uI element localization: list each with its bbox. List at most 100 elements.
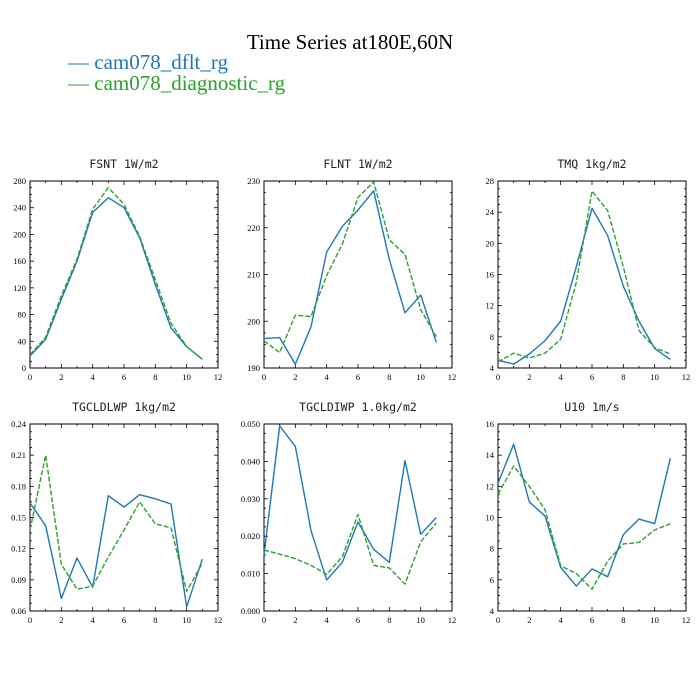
x-tick-label: 2 [527,615,531,625]
y-tick-label: 40 [18,336,27,346]
y-tick-label: 0.12 [11,544,26,554]
y-tick-label: 0.020 [241,531,260,541]
x-tick-label: 6 [590,615,594,625]
series-line-diagnostic [497,465,671,590]
y-tick-label: 10 [486,513,495,523]
panel-title: FLNT 1W/m2 [323,157,392,171]
x-tick-label: 2 [293,615,297,625]
panel-title: FSNT 1W/m2 [89,157,158,171]
series-line-dflt [29,493,203,608]
x-tick-label: 12 [214,372,223,382]
x-tick-label: 0 [28,615,32,625]
y-tick-label: 12 [486,481,495,491]
panel-4: TGCLDLWP 1kg/m2 0 2 4 6 8 10 12 0.06 0.09 0.12 0.15… [11,400,222,625]
y-tick-label: 200 [13,229,26,239]
panel-title: TGCLDLWP 1kg/m2 [72,400,176,414]
figure-title: Time Series at180E,60N [247,30,453,54]
series-line-dflt [263,190,437,365]
y-tick-label: 0 [22,363,26,373]
x-tick-label: 12 [448,615,457,625]
y-tick-label: 28 [486,176,495,186]
x-tick-label: 2 [59,372,63,382]
x-tick-label: 0 [262,615,266,625]
y-tick-label: 0.040 [241,456,260,466]
y-tick-label: 190 [247,363,260,373]
y-tick-label: 210 [247,270,260,280]
x-tick-label: 8 [621,372,625,382]
x-tick-label: 8 [153,615,157,625]
x-tick-label: 4 [91,615,96,625]
x-tick-label: 6 [356,615,360,625]
x-tick-label: 4 [325,615,330,625]
x-tick-label: 2 [59,615,63,625]
x-tick-label: 12 [448,372,457,382]
y-tick-label: 0.21 [11,450,26,460]
x-tick-label: 4 [559,615,564,625]
panel-title: U10 1m/s [564,400,619,414]
x-tick-label: 10 [182,372,191,382]
x-tick-label: 8 [153,372,157,382]
x-tick-label: 12 [214,615,223,625]
y-tick-label: 8 [490,544,494,554]
y-tick-label: 4 [490,606,495,616]
x-tick-label: 8 [387,615,391,625]
y-tick-label: 0.24 [11,419,27,429]
x-tick-label: 0 [262,372,266,382]
panel-5: TGCLDIWP 1.0kg/m2 0 2 4 6 8 10 12 0.000 0.010 0.02… [241,400,456,625]
series-line-diagnostic [263,513,437,585]
x-tick-label: 0 [28,372,32,382]
series-line-diagnostic [29,186,203,360]
x-tick-label: 10 [650,615,659,625]
series-line-dflt [497,443,672,587]
series-line-diagnostic [497,190,671,363]
y-tick-label: 20 [486,238,495,248]
y-tick-label: 14 [486,450,495,460]
y-tick-label: 220 [247,223,260,233]
x-tick-label: 4 [325,372,330,382]
y-tick-label: 8 [490,332,494,342]
y-tick-label: 160 [13,256,26,266]
panel-6: U10 1m/s 0 2 4 6 8 10 12 4 6 8 10 12 14 16 [486,400,691,625]
x-tick-label: 6 [122,615,126,625]
x-tick-label: 8 [387,372,391,382]
x-tick-label: 6 [590,372,594,382]
y-tick-label: 0.15 [11,513,26,523]
y-tick-label: 24 [486,207,495,217]
series-line-dflt [263,425,437,581]
y-tick-label: 0.18 [11,481,26,491]
y-tick-label: 0.09 [11,575,26,585]
y-tick-label: 0.06 [11,606,26,616]
y-tick-label: 230 [247,176,260,186]
legend-entry-dflt: — cam078_dflt_rg [67,50,229,74]
x-tick-label: 2 [293,372,297,382]
y-tick-label: 280 [13,176,26,186]
y-tick-label: 200 [247,316,260,326]
y-tick-label: 0.010 [241,569,260,579]
y-tick-label: 80 [18,310,27,320]
x-tick-label: 12 [682,372,691,382]
panel-title: TGCLDIWP 1.0kg/m2 [299,400,417,414]
x-tick-label: 12 [682,615,691,625]
y-tick-label: 0.050 [241,419,260,429]
legend-entry-diagnostic: — cam078_diagnostic_rg [67,71,286,95]
y-tick-label: 4 [490,363,495,373]
x-tick-label: 10 [650,372,659,382]
y-tick-label: 0.000 [241,606,260,616]
y-tick-label: 6 [490,575,494,585]
x-tick-label: 10 [182,615,191,625]
panel-title: TMQ 1kg/m2 [557,157,626,171]
series-line-diagnostic [263,181,437,354]
series-line-dflt [29,196,203,360]
series-line-diagnostic [29,454,203,592]
x-tick-label: 0 [496,615,500,625]
panel-2: FLNT 1W/m2 0 2 4 6 8 10 12 190 200 210 220 230 [247,157,456,382]
x-tick-label: 8 [621,615,625,625]
y-tick-label: 12 [486,301,495,311]
x-tick-label: 4 [91,372,96,382]
y-tick-label: 240 [13,203,26,213]
panels: FSNT 1W/m20 2 4 6 8 10 1204080120160200240280F… [11,157,690,625]
